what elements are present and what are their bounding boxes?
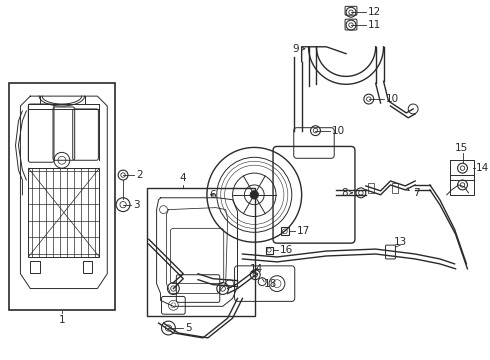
Text: 4: 4	[180, 173, 187, 183]
Bar	[266, 247, 272, 253]
Text: 10: 10	[386, 94, 399, 104]
Bar	[28, 168, 99, 257]
Bar	[392, 183, 398, 193]
Text: 5: 5	[185, 323, 192, 333]
Text: 7: 7	[413, 188, 420, 198]
Text: 17: 17	[297, 226, 310, 236]
Text: 12: 12	[368, 7, 381, 17]
Text: 18: 18	[264, 279, 277, 289]
Bar	[281, 228, 289, 235]
Text: 14: 14	[475, 163, 489, 173]
Circle shape	[250, 191, 258, 199]
Text: 16: 16	[280, 245, 293, 255]
Text: 15: 15	[455, 143, 468, 153]
Text: 8: 8	[342, 188, 348, 198]
Bar	[83, 261, 93, 273]
Bar	[368, 183, 374, 193]
Text: 14: 14	[249, 264, 263, 274]
Bar	[147, 188, 255, 316]
Text: 1: 1	[59, 315, 65, 325]
Text: 3: 3	[133, 200, 140, 210]
Bar	[30, 261, 40, 273]
Text: 11: 11	[368, 20, 381, 30]
Bar	[9, 83, 115, 310]
Text: 6: 6	[209, 190, 216, 200]
Text: 2: 2	[136, 170, 143, 180]
Text: 10: 10	[332, 126, 345, 136]
Text: 9: 9	[292, 44, 299, 54]
Text: 13: 13	[393, 237, 407, 247]
